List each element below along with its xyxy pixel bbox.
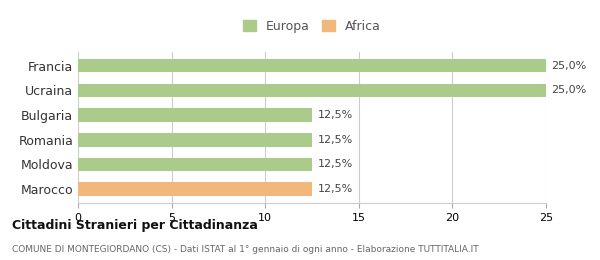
Legend: Europa, Africa: Europa, Africa (239, 16, 385, 36)
Text: Cittadini Stranieri per Cittadinanza: Cittadini Stranieri per Cittadinanza (12, 219, 258, 232)
Bar (78, 158, 312, 171)
Text: COMUNE DI MONTEGIORDANO (CS) - Dati ISTAT al 1° gennaio di ogni anno - Elaborazi: COMUNE DI MONTEGIORDANO (CS) - Dati ISTA… (12, 245, 479, 254)
Bar (78, 59, 546, 73)
Text: 12,5%: 12,5% (317, 184, 353, 194)
Bar (78, 133, 312, 147)
Text: 12,5%: 12,5% (317, 159, 353, 170)
Bar (78, 83, 546, 97)
Text: 25,0%: 25,0% (551, 61, 587, 71)
Text: 12,5%: 12,5% (317, 135, 353, 145)
Bar (78, 108, 312, 122)
Text: 12,5%: 12,5% (317, 110, 353, 120)
Bar (78, 182, 312, 196)
Text: 25,0%: 25,0% (551, 85, 587, 95)
